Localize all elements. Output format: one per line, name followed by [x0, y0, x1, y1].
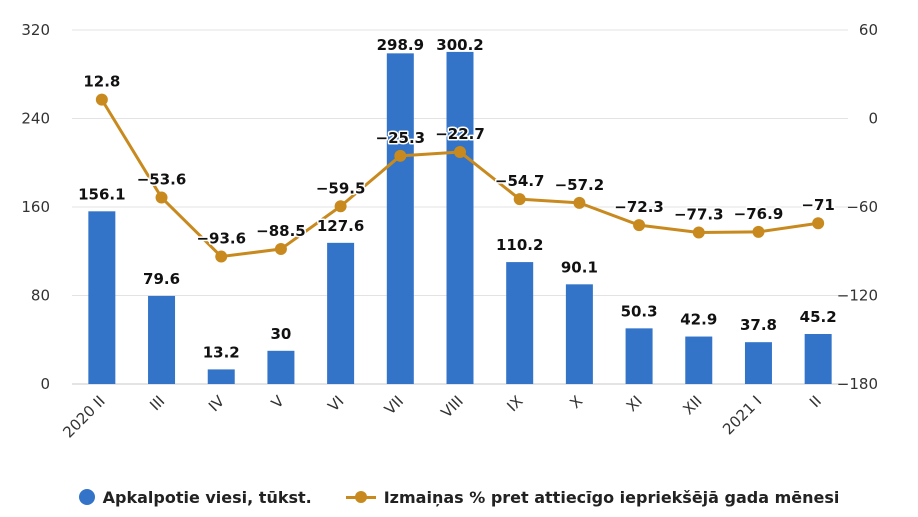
line-data-label: −59.5	[316, 179, 366, 197]
x-tick-label: 2020 II	[59, 392, 108, 441]
bar-data-label: 110.2	[496, 236, 543, 254]
right-axis-ticks: −180 −120 −60 0 60	[837, 21, 878, 393]
x-tick-label: XI	[623, 392, 646, 415]
bar	[565, 284, 593, 384]
y-right-tick-label: −120	[837, 287, 878, 305]
x-tick-label: V	[268, 392, 289, 413]
line-data-label: −88.5	[256, 222, 306, 240]
line-data-label: −71	[801, 196, 834, 214]
bar-data-label: 79.6	[143, 270, 180, 288]
bar	[506, 262, 534, 384]
legend: Apkalpotie viesi, tūkst. Izmaiņas % pret…	[0, 482, 918, 512]
y-right-tick-label: −180	[837, 375, 878, 393]
bar-data-label: 298.9	[377, 36, 424, 54]
x-tick-label: VIII	[437, 392, 466, 421]
line-data-labels: 12.8−53.6−93.6 −88.5−59.5−25.3 −22.7−54.7−…	[82, 71, 837, 249]
y-left-tick-label: 80	[31, 287, 50, 305]
x-tick-label: 2021 I	[719, 392, 765, 438]
y-left-tick-label: 160	[21, 198, 50, 216]
legend-label-bars: Apkalpotie viesi, tūkst.	[102, 487, 312, 507]
line-point	[513, 193, 526, 206]
bar-data-label: 50.3	[621, 302, 658, 320]
bar-data-label: 156.1	[78, 185, 125, 203]
bar-data-label: 42.9	[680, 311, 717, 329]
bar-data-label: 127.6	[317, 217, 364, 235]
line-data-label: −25.3	[376, 129, 426, 147]
x-tick-label: VI	[324, 392, 347, 415]
legend-line-marker-icon	[345, 489, 376, 505]
line-data-label: −77.3	[674, 206, 724, 224]
x-tick-label: III	[146, 392, 168, 414]
bar	[88, 211, 116, 384]
line-point	[573, 196, 586, 209]
line-data-label: −76.9	[734, 205, 784, 223]
bar	[804, 333, 832, 384]
line-series	[95, 93, 825, 263]
bar-data-label: 300.2	[436, 36, 483, 54]
bar	[625, 328, 653, 384]
x-tick-label: XII	[679, 392, 705, 418]
line-data-label: −22.7	[435, 125, 485, 143]
bar-data-label: 13.2	[203, 343, 240, 361]
bar-data-label: 90.1	[561, 258, 598, 276]
line-point	[633, 219, 646, 232]
line-point	[454, 145, 466, 158]
legend-item-bars[interactable]: Apkalpotie viesi, tūkst.	[78, 487, 312, 507]
x-tick-label: IV	[205, 392, 229, 416]
x-tick-label: II	[806, 392, 825, 411]
bar	[267, 350, 295, 384]
y-right-tick-label: 60	[859, 21, 878, 39]
line-data-label: −93.6	[196, 230, 246, 248]
x-axis-ticks: 2020 II III IV V VI VII VIII IX X XI XII 2021 I II	[59, 392, 825, 442]
line-point	[95, 93, 108, 106]
y-left-tick-label: 240	[21, 110, 50, 128]
bar-data-label: 37.8	[740, 316, 777, 334]
bar-series	[88, 51, 832, 385]
x-tick-label: X	[566, 392, 586, 412]
y-left-tick-label: 320	[21, 21, 50, 39]
combo-chart: 0 80 160 240 320 −180 −120 −60 0 60 156.1 79.6 13.…	[21, 21, 878, 442]
line-point	[334, 200, 347, 213]
bar	[446, 51, 474, 385]
line-point	[692, 226, 705, 239]
line-point	[812, 217, 825, 230]
left-axis-ticks: 0 80 160 240 320	[21, 21, 50, 393]
bar-data-label: 45.2	[800, 308, 837, 326]
legend-circle-icon	[78, 489, 95, 505]
legend-item-line[interactable]: Izmaiņas % pret attiecīgo iepriekšējā ga…	[345, 487, 840, 507]
line-point	[274, 243, 287, 256]
bar	[327, 242, 355, 384]
y-right-tick-label: −60	[846, 198, 878, 216]
line-data-label: −72.3	[614, 198, 664, 216]
legend-label-line: Izmaiņas % pret attiecīgo iepriekšējā ga…	[383, 487, 840, 507]
bar-data-label: 30	[270, 325, 291, 343]
line-data-label: 12.8	[83, 73, 120, 91]
bar	[148, 295, 176, 384]
line-point	[394, 149, 407, 162]
x-tick-label: IX	[503, 392, 526, 415]
bar	[207, 369, 235, 384]
line-data-label: −53.6	[137, 171, 187, 189]
line-point	[752, 225, 765, 238]
line-data-label: −57.2	[555, 176, 605, 194]
y-left-tick-label: 0	[40, 375, 50, 393]
line-point	[155, 191, 168, 204]
bar	[386, 53, 414, 385]
line-point	[215, 250, 228, 263]
line-data-label: −54.7	[495, 172, 545, 190]
bar	[685, 336, 713, 384]
bar-data-labels: 156.1 79.6 13.2 30 127.6 298.9 300.2 110.2 90.1 5…	[77, 35, 839, 363]
y-right-tick-label: 0	[868, 110, 878, 128]
x-tick-label: VII	[381, 392, 407, 418]
bar	[744, 342, 772, 384]
